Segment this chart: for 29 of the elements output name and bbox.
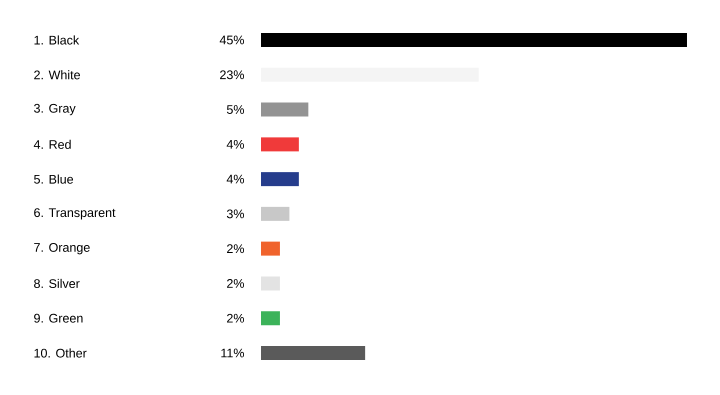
bar bbox=[261, 137, 299, 152]
bar bbox=[261, 102, 308, 117]
y-tick-label: 5. Blue bbox=[34, 174, 74, 184]
data-label: 11% bbox=[221, 348, 244, 358]
data-label: 2% bbox=[227, 279, 244, 288]
bar bbox=[261, 242, 280, 256]
y-tick-label: 9. Green bbox=[34, 314, 83, 323]
y-tick-label: 4. Red bbox=[34, 140, 71, 149]
bar bbox=[261, 206, 290, 221]
y-tick-label: 7. Orange bbox=[34, 243, 90, 254]
y-tick-label: 3. Gray bbox=[34, 104, 76, 116]
data-label: 4% bbox=[226, 140, 244, 149]
data-label: 4% bbox=[226, 174, 244, 184]
bar bbox=[261, 276, 280, 290]
data-label: 45% bbox=[220, 36, 244, 44]
bar bbox=[261, 32, 687, 47]
y-tick-label: 1. Black bbox=[34, 35, 80, 45]
bar bbox=[261, 346, 366, 360]
y-tick-label: 10. Other bbox=[34, 348, 87, 358]
data-label: 2% bbox=[227, 314, 244, 323]
data-label: 2% bbox=[227, 244, 244, 254]
data-label: 5% bbox=[226, 105, 244, 114]
y-tick-label: 8. Silver bbox=[34, 278, 80, 288]
data-label: 23% bbox=[220, 70, 244, 80]
bar bbox=[261, 311, 280, 326]
data-label: 3% bbox=[226, 209, 244, 218]
bar bbox=[261, 172, 299, 186]
y-tick-label: 6. Transparent bbox=[34, 208, 116, 220]
y-tick-label: 2. White bbox=[34, 70, 80, 80]
